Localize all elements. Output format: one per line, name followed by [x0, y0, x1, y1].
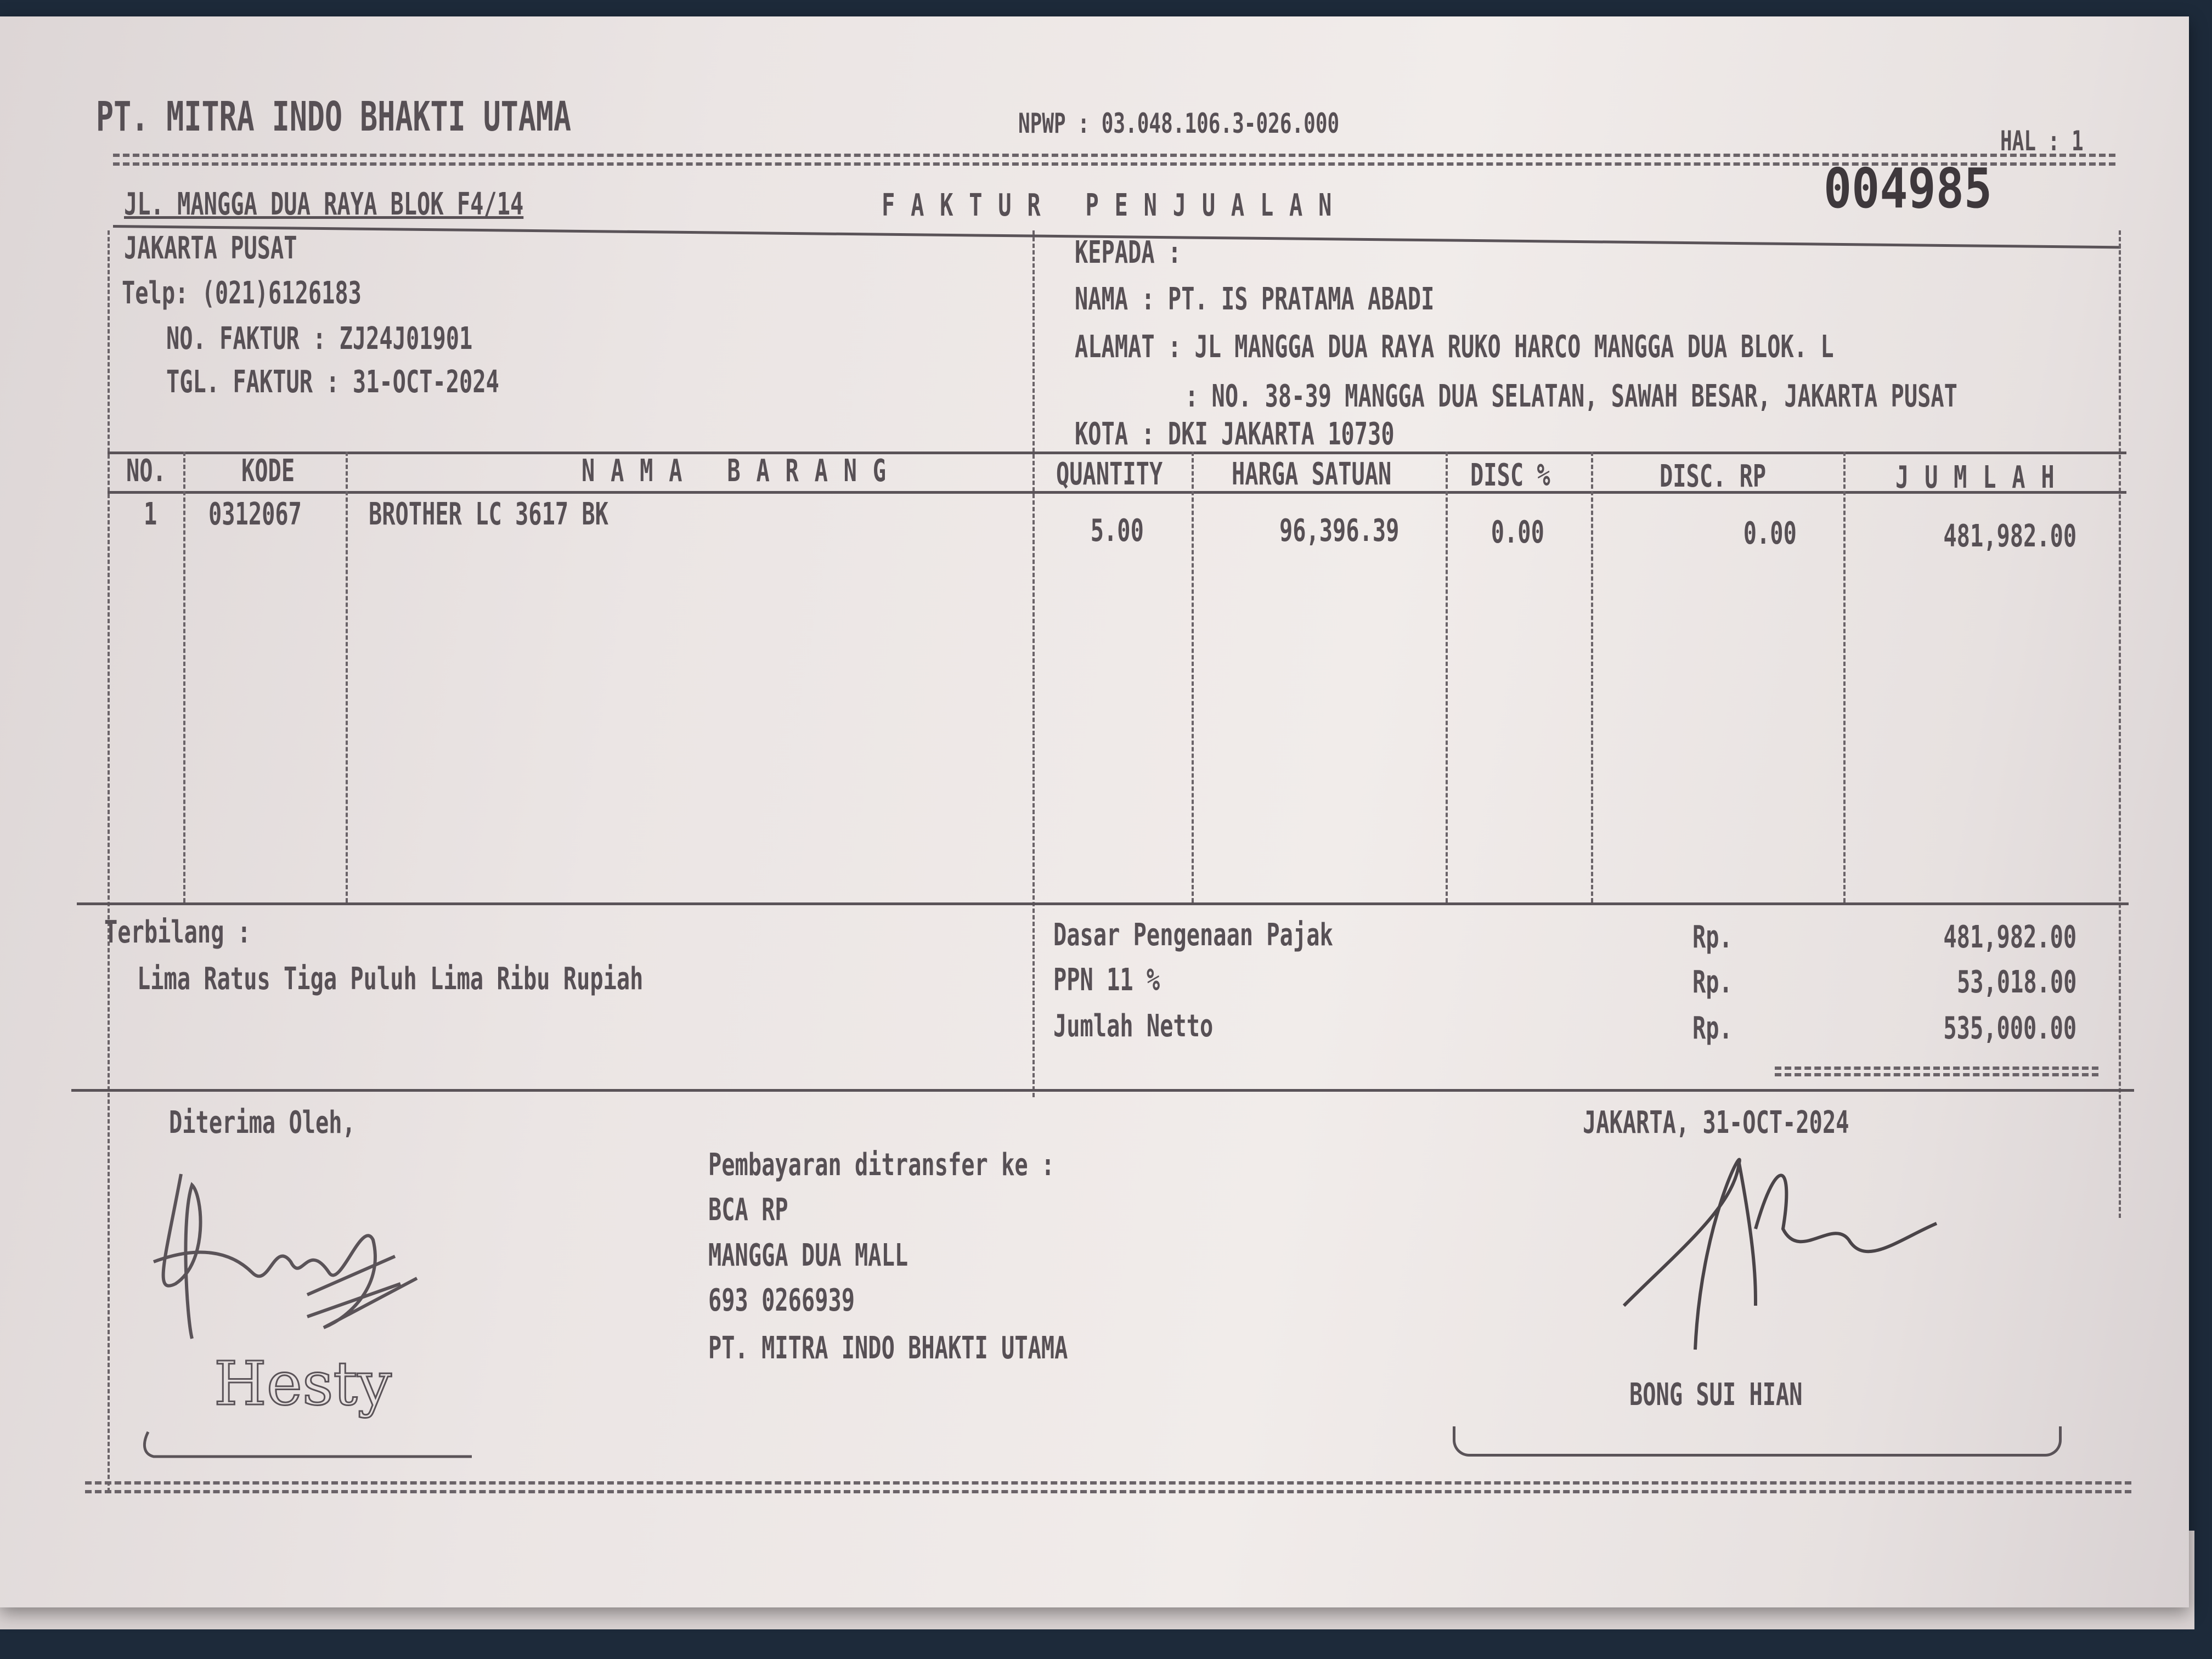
payment-label: Pembayaran ditransfer ke :	[708, 1147, 1055, 1183]
table-top-line	[108, 452, 2126, 454]
receiver-signature: Hesty	[143, 1173, 472, 1458]
ppn-value: 53,018.00	[1956, 964, 2076, 1000]
row-jumlah: 481,982.00	[1943, 518, 2076, 554]
row-no: 1	[144, 496, 157, 532]
doc-title: FAKTUR PENJUALAN	[882, 188, 1348, 223]
signer-name: BONG SUI HIAN	[1629, 1377, 1803, 1413]
customer-name: NAMA : PT. IS PRATAMA ABADI	[1075, 281, 1435, 317]
received-by-label: Diterima Oleh,	[169, 1105, 356, 1141]
invoice-paper: PT. MITRA INDO BHAKTI UTAMA NPWP : 03.04…	[0, 16, 2189, 1607]
dpp-value: 481,982.00	[1943, 919, 2076, 955]
col-quantity: QUANTITY	[1056, 456, 1163, 492]
row-harga-satuan: 96,396.39	[1279, 513, 1399, 549]
row-disc-pct: 0.00	[1491, 515, 1544, 550]
left-border	[108, 230, 110, 1492]
table-bottom-line	[77, 902, 2129, 905]
company-address-1: JL. MANGGA DUA RAYA BLOK F4/14	[124, 187, 524, 222]
kepada-label: KEPADA :	[1075, 235, 1182, 270]
row-disc-rp: 0.00	[1743, 516, 1797, 551]
serial-stamp: 004985	[1824, 156, 1993, 221]
col-disc-pct: DISC %	[1470, 458, 1550, 493]
dpp-label: Dasar Pengenaan Pajak	[1053, 917, 1333, 953]
ppn-currency: Rp.	[1692, 964, 1733, 1000]
footer-divider	[71, 1089, 2134, 1092]
payment-account-name: PT. MITRA INDO BHAKTI UTAMA	[708, 1330, 1068, 1366]
dpp-currency: Rp.	[1692, 919, 1733, 955]
company-address-2: JAKARTA PUSAT	[124, 230, 297, 266]
col-kode: KODE	[241, 453, 295, 489]
column-divider	[183, 452, 185, 902]
terbilang-text: Lima Ratus Tiga Puluh Lima Ribu Rupiah	[137, 961, 644, 997]
column-divider	[1843, 452, 1846, 902]
column-divider	[1032, 230, 1035, 1097]
terbilang-label: Terbilang :	[104, 915, 251, 950]
col-disc-rp: DISC. RP	[1660, 459, 1767, 494]
company-name: PT. MITRA INDO BHAKTI UTAMA	[96, 93, 572, 140]
netto-value: 535,000.00	[1943, 1011, 2076, 1046]
customer-address-1: ALAMAT : JL MANGGA DUA RAYA RUKO HARCO M…	[1075, 329, 1834, 365]
row-nama-barang: BROTHER LC 3617 BK	[369, 496, 608, 532]
column-divider	[346, 452, 348, 902]
col-harga-satuan: HARGA SATUAN	[1232, 456, 1392, 492]
bottom-double-divider	[85, 1481, 2131, 1493]
col-nama-barang: NAMA BARANG	[582, 453, 902, 489]
col-jumlah: JUMLAH	[1895, 460, 2070, 495]
receiver-name-handwritten: Hesty	[214, 1348, 392, 1419]
customer-address-2: : NO. 38-39 MANGGA DUA SELATAN, SAWAH BE…	[1185, 379, 1957, 414]
column-divider	[1192, 452, 1194, 902]
double-divider	[113, 154, 2115, 166]
npwp: NPWP : 03.048.106.3-026.000	[1018, 108, 1340, 139]
ppn-label: PPN 11 %	[1053, 962, 1160, 998]
page-number: HAL : 1	[2000, 125, 2084, 157]
netto-currency: Rp.	[1692, 1011, 1733, 1046]
invoice-date: TGL. FAKTUR : 31-OCT-2024	[166, 364, 499, 400]
place-date: JAKARTA, 31-OCT-2024	[1583, 1105, 1849, 1141]
total-underline	[1775, 1066, 2098, 1076]
customer-city: KOTA : DKI JAKARTA 10730	[1075, 416, 1395, 452]
signer-signature	[1622, 1158, 1938, 1350]
netto-label: Jumlah Netto	[1053, 1008, 1214, 1044]
row-quantity: 5.00	[1090, 513, 1144, 549]
company-phone: Telp: (021)6126183	[122, 275, 362, 311]
payment-branch: MANGGA DUA MALL	[708, 1238, 909, 1273]
table-header-line	[108, 491, 2126, 494]
payment-account: 693 0266939	[708, 1283, 855, 1318]
payment-bank: BCA RP	[708, 1192, 788, 1228]
column-divider	[1591, 452, 1593, 902]
invoice-number: NO. FAKTUR : ZJ24J01901	[166, 321, 473, 357]
right-border	[2119, 230, 2121, 1218]
col-no: NO.	[126, 453, 166, 489]
row-kode: 0312067	[208, 496, 302, 532]
signature-line	[1453, 1426, 2062, 1457]
column-divider	[1446, 452, 1448, 902]
